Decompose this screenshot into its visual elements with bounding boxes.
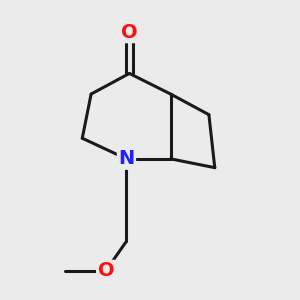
Text: O: O [121,23,138,42]
Text: N: N [118,149,135,168]
Text: O: O [98,261,114,280]
